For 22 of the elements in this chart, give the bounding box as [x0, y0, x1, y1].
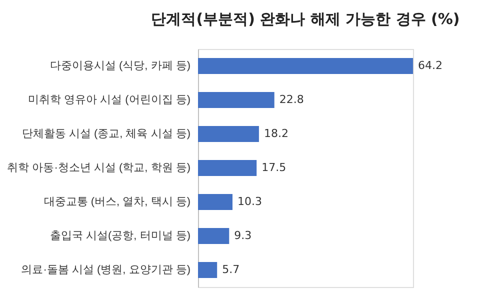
data-label: 17.5: [262, 161, 286, 174]
y-tick-label: 취학 아동·청소년 시설 (학교, 학원 등): [7, 162, 190, 174]
y-tick-label: 단체활동 시설 (종교, 체육 시설 등): [22, 128, 190, 140]
bar: [198, 194, 232, 210]
data-label: 10.3: [237, 195, 262, 208]
y-tick-label: 출입국 시설(공항, 터미널 등): [50, 230, 190, 242]
y-tick-label: 다중이용시설 (식당, 카페 등): [50, 60, 190, 72]
bar: [198, 160, 257, 176]
bar: [198, 126, 259, 142]
y-tick-label: 의료·돌봄 시설 (병원, 요양기관 등): [21, 264, 190, 276]
data-label: 18.2: [264, 127, 288, 140]
data-label: 5.7: [222, 263, 240, 276]
y-tick-label: 미취학 영유아 시설 (어린이집 등): [28, 94, 190, 106]
data-label: 64.2: [418, 59, 442, 72]
data-label: 9.3: [234, 229, 252, 242]
bar: [198, 92, 274, 108]
bar: [198, 228, 230, 244]
bar: [198, 262, 218, 278]
y-tick-label: 대중교통 (버스, 열차, 택시 등): [44, 196, 190, 208]
data-label: 22.8: [279, 93, 304, 106]
bar: [198, 58, 413, 74]
chart-title: 단계적(부분적) 완화나 해제 가능한 경우 (%): [151, 10, 460, 28]
